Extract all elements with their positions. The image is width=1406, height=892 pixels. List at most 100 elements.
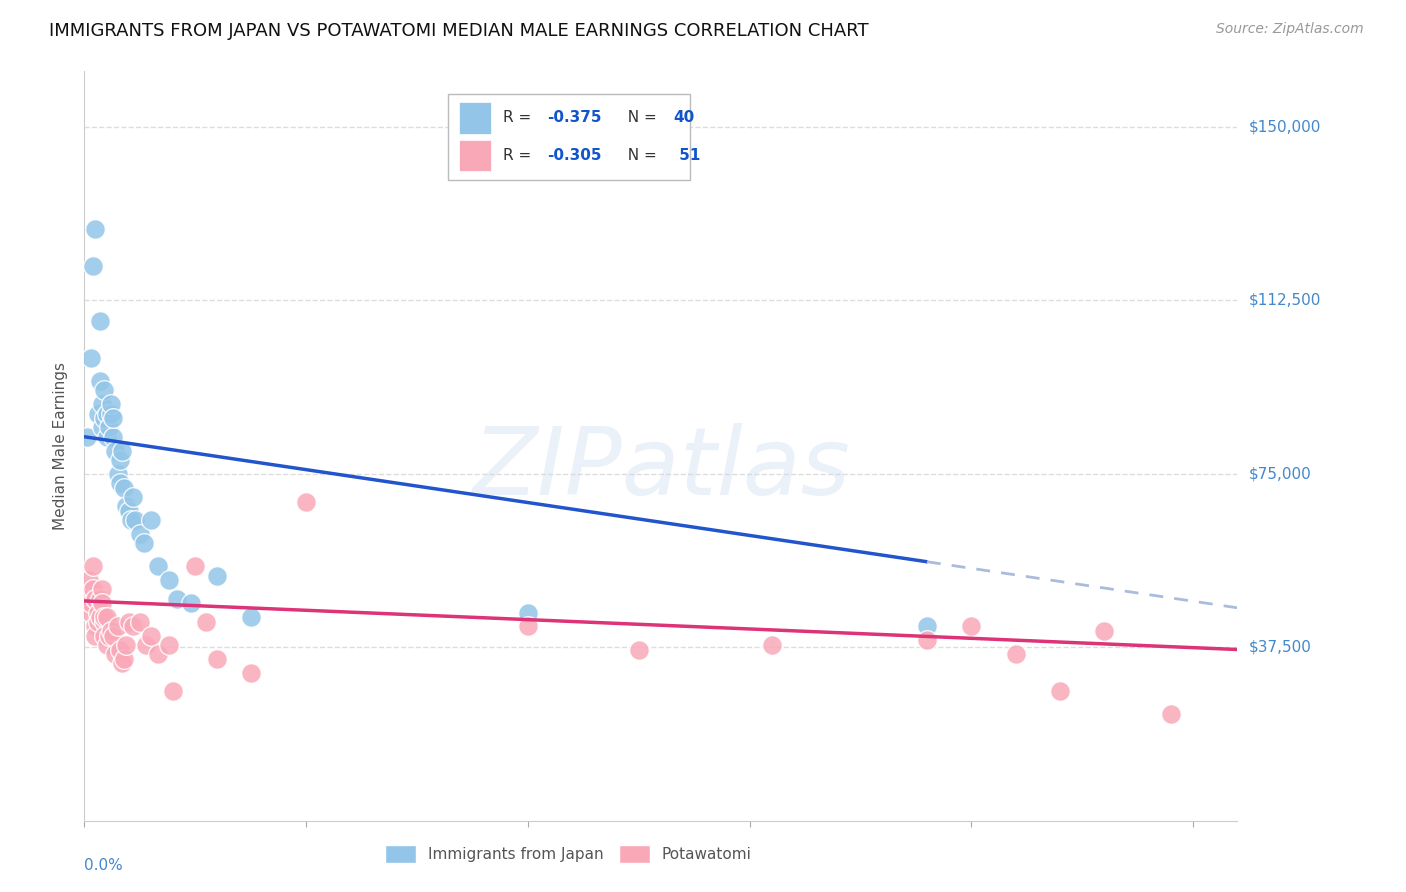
Point bbox=[108, 642, 131, 657]
Point bbox=[80, 606, 103, 620]
Legend: Immigrants from Japan, Potawatomi: Immigrants from Japan, Potawatomi bbox=[380, 839, 758, 869]
Point bbox=[89, 374, 111, 388]
Point bbox=[86, 606, 108, 620]
Point bbox=[100, 624, 122, 638]
Text: IMMIGRANTS FROM JAPAN VS POTAWATOMI MEDIAN MALE EARNINGS CORRELATION CHART: IMMIGRANTS FROM JAPAN VS POTAWATOMI MEDI… bbox=[49, 22, 869, 40]
Point bbox=[516, 619, 538, 633]
Point bbox=[82, 259, 104, 273]
Point bbox=[239, 610, 262, 624]
Point bbox=[107, 467, 129, 481]
Point bbox=[91, 582, 114, 597]
Text: 51: 51 bbox=[673, 148, 700, 162]
Point bbox=[84, 619, 107, 633]
Point bbox=[77, 573, 100, 587]
Point bbox=[91, 397, 114, 411]
Point bbox=[162, 684, 184, 698]
Point bbox=[93, 615, 115, 629]
Point bbox=[103, 430, 124, 444]
Point bbox=[100, 397, 122, 411]
Point bbox=[122, 490, 145, 504]
Point bbox=[108, 475, 131, 490]
Point bbox=[89, 610, 111, 624]
Point bbox=[180, 596, 202, 610]
Point bbox=[157, 573, 180, 587]
Text: N =: N = bbox=[619, 148, 662, 162]
Point bbox=[84, 591, 107, 606]
Text: $150,000: $150,000 bbox=[1249, 120, 1320, 135]
Point bbox=[112, 481, 135, 495]
Point bbox=[1092, 624, 1115, 638]
Point bbox=[91, 420, 114, 434]
Point bbox=[960, 619, 983, 633]
Point bbox=[124, 513, 146, 527]
Text: $75,000: $75,000 bbox=[1249, 467, 1312, 482]
Point bbox=[76, 430, 98, 444]
Point bbox=[96, 610, 118, 624]
Point bbox=[93, 610, 115, 624]
Point bbox=[111, 657, 134, 671]
Point bbox=[97, 420, 120, 434]
Point bbox=[84, 221, 107, 235]
Point bbox=[207, 568, 229, 582]
Point bbox=[96, 407, 118, 421]
Point bbox=[86, 407, 108, 421]
Text: -0.375: -0.375 bbox=[547, 111, 602, 125]
Point bbox=[1049, 684, 1071, 698]
Point bbox=[239, 665, 262, 680]
FancyBboxPatch shape bbox=[460, 102, 491, 134]
Text: ZIPatlas: ZIPatlas bbox=[472, 423, 849, 514]
Point bbox=[146, 647, 169, 661]
Text: 40: 40 bbox=[673, 111, 695, 125]
Point bbox=[80, 351, 103, 365]
Point bbox=[1004, 647, 1026, 661]
Point bbox=[112, 652, 135, 666]
Point bbox=[89, 314, 111, 328]
Point bbox=[76, 591, 98, 606]
Point bbox=[207, 652, 229, 666]
Point bbox=[115, 638, 138, 652]
FancyBboxPatch shape bbox=[447, 94, 690, 180]
FancyBboxPatch shape bbox=[460, 139, 491, 171]
Point bbox=[157, 638, 180, 652]
Text: N =: N = bbox=[619, 111, 662, 125]
Point bbox=[120, 513, 142, 527]
Point bbox=[82, 582, 104, 597]
Point bbox=[115, 499, 138, 513]
Point bbox=[166, 591, 188, 606]
Point bbox=[107, 619, 129, 633]
Point bbox=[118, 615, 141, 629]
Point bbox=[108, 453, 131, 467]
Point bbox=[915, 633, 938, 648]
Y-axis label: Median Male Earnings: Median Male Earnings bbox=[53, 362, 69, 530]
Point bbox=[86, 615, 108, 629]
Point bbox=[100, 407, 122, 421]
Point bbox=[111, 443, 134, 458]
Point bbox=[118, 504, 141, 518]
Point bbox=[516, 606, 538, 620]
Point bbox=[122, 619, 145, 633]
Point bbox=[80, 596, 103, 610]
Point bbox=[103, 411, 124, 425]
Point bbox=[915, 619, 938, 633]
Point bbox=[104, 647, 127, 661]
Point bbox=[93, 384, 115, 398]
Point bbox=[93, 629, 115, 643]
Point bbox=[82, 559, 104, 574]
Point bbox=[761, 638, 783, 652]
Point bbox=[139, 629, 162, 643]
Point bbox=[96, 430, 118, 444]
Point bbox=[295, 494, 318, 508]
Point bbox=[139, 513, 162, 527]
Point bbox=[104, 443, 127, 458]
Point bbox=[103, 629, 124, 643]
Point bbox=[195, 615, 218, 629]
Point bbox=[134, 536, 156, 550]
Point bbox=[184, 559, 207, 574]
Point bbox=[128, 527, 150, 541]
Point bbox=[128, 615, 150, 629]
Point bbox=[93, 411, 115, 425]
Point bbox=[91, 596, 114, 610]
Point bbox=[89, 591, 111, 606]
Point bbox=[1160, 707, 1182, 722]
Point bbox=[627, 642, 650, 657]
